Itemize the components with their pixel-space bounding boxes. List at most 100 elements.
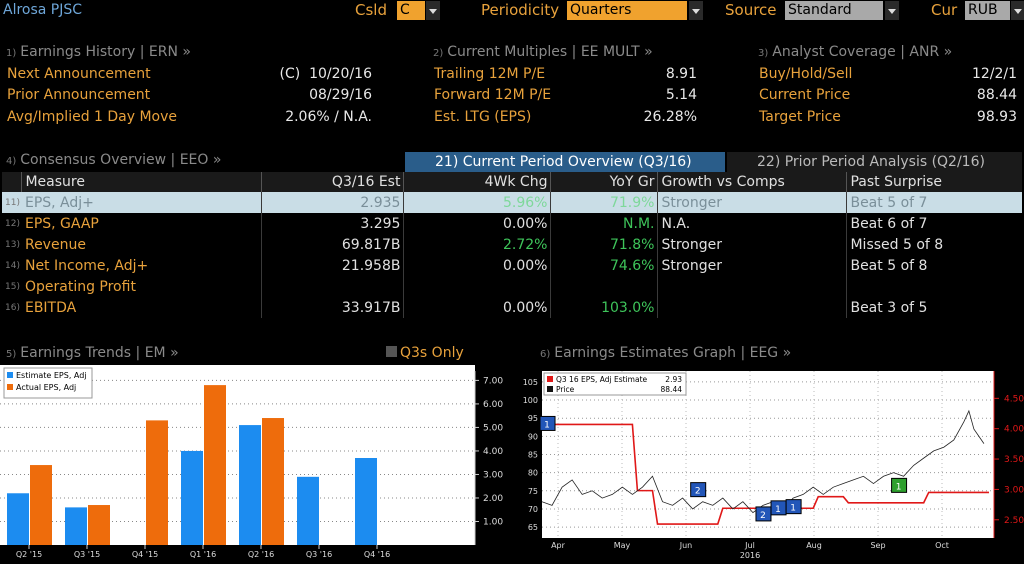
source-select[interactable]: Standard — [785, 1, 883, 20]
table-row[interactable]: 12) EPS, GAAP 3.295 0.00% N.M. N.A. Beat… — [2, 213, 1022, 234]
security-name: Alrosa PJSC — [3, 2, 83, 18]
event-marker-label: 1 — [775, 505, 781, 515]
row-number: 14) — [5, 260, 20, 271]
section-number: 2) — [433, 48, 444, 59]
bar-estimate — [181, 450, 203, 545]
kv-value: 12/2/1 — [971, 66, 1017, 82]
current-multiples-link[interactable]: 2) Current Multiples | EE MULT » — [433, 44, 653, 60]
kv-value: 2.06% / N.A. — [285, 109, 372, 125]
kv-label: Next Announcement — [7, 66, 151, 82]
event-marker — [690, 482, 707, 498]
y-left-tick-label: 75 — [528, 487, 538, 496]
chg-cell: 0.00% — [403, 255, 552, 276]
table-row[interactable]: 13) Revenue 69.817B 2.72% 71.8% Stronger… — [2, 234, 1022, 255]
kv-label: Est. LTG (EPS) — [434, 109, 532, 125]
measure-cell[interactable]: Revenue — [21, 234, 263, 255]
source-dropdown-icon[interactable] — [885, 1, 899, 20]
yoy-cell: 71.9% — [550, 192, 659, 213]
event-marker-label: 1 — [790, 504, 796, 514]
event-marker-label: 2 — [760, 511, 766, 521]
header-cell[interactable]: Measure — [21, 172, 263, 192]
csld-select[interactable]: C — [397, 1, 425, 20]
periodicity-dropdown-icon[interactable] — [689, 1, 703, 20]
surprise-cell: Beat 5 of 8 — [850, 257, 928, 274]
table-row[interactable]: 16) EBITDA 33.917B 0.00% 103.0% Beat 3 o… — [2, 297, 1022, 318]
analyst-coverage-link[interactable]: 3) Analyst Coverage | ANR » — [758, 44, 952, 60]
earnings-estimates-chart: 65 70 75 80 85 90 95 100 105 2.50 3.00 3.50 4.00 4.50… — [514, 365, 1024, 560]
kv-value: (C) 10/20/16 — [279, 66, 372, 82]
measure-cell[interactable]: EPS, Adj+ — [21, 192, 263, 213]
y-tick-label: 1.00 — [483, 517, 503, 527]
est-cell: 69.817B — [261, 234, 405, 255]
table-row[interactable]: 15) Operating Profit — [2, 276, 1022, 297]
y-tick-label: 4.00 — [483, 447, 503, 457]
row-number: 12) — [5, 218, 20, 229]
section-title: Earnings Trends | EM » — [20, 345, 179, 361]
x-tick-label: Q4 '15 — [132, 550, 158, 559]
row-number: 16) — [5, 302, 20, 313]
estimate-line — [542, 423, 989, 525]
header-cell[interactable]: YoY Gr — [550, 172, 659, 192]
y-tick-label: 3.00 — [483, 470, 503, 480]
x-tick-label: Aug — [806, 541, 822, 550]
earnings-graph-link[interactable]: 6) Earnings Estimates Graph | EEG » — [540, 345, 791, 361]
bar-estimate — [7, 493, 29, 545]
kv-label: Target Price — [759, 109, 841, 125]
earnings-trends-link[interactable]: 5) Earnings Trends | EM » — [6, 345, 179, 361]
section-title: Analyst Coverage | ANR » — [772, 44, 953, 60]
comps-cell: N.A. — [657, 213, 848, 234]
table-row[interactable]: 14) Net Income, Adj+ 21.958B 0.00% 74.6%… — [2, 255, 1022, 276]
y-right-tick-label: 4.00 — [1004, 425, 1024, 435]
comps-cell: Stronger — [657, 255, 848, 276]
yoy-cell: 103.0% — [550, 297, 659, 318]
measure-cell[interactable]: Operating Profit — [21, 276, 263, 297]
x-tick-label: Jul — [744, 541, 755, 550]
legend-label: Estimate EPS, Adj — [16, 371, 87, 380]
x-tick-label: Q4 '16 — [364, 550, 390, 559]
section-number: 1) — [6, 48, 17, 59]
checkbox-icon[interactable] — [386, 346, 397, 357]
y-left-tick-label: 85 — [528, 451, 538, 460]
earnings-history-link[interactable]: 1) Earnings History | ERN » — [6, 44, 191, 60]
csld-dropdown-icon[interactable] — [426, 1, 440, 20]
y-tick-label: 5.00 — [483, 423, 503, 433]
header-cell[interactable]: Q3/16 Est — [261, 172, 405, 192]
x-tick-label: Jun — [679, 541, 693, 550]
x-year-label: 2016 — [740, 551, 760, 560]
y-tick-label: 7.00 — [483, 376, 503, 386]
measure-cell[interactable]: EPS, GAAP — [21, 213, 263, 234]
cur-select[interactable]: RUB — [965, 1, 1010, 20]
surprise-cell: Beat 3 of 5 — [850, 299, 928, 316]
event-marker — [891, 477, 908, 493]
x-tick-label: Oct — [935, 541, 949, 550]
chg-cell: 0.00% — [403, 297, 552, 318]
x-tick-label: Q1 '16 — [190, 550, 216, 559]
comps-cell: Stronger — [657, 192, 848, 213]
chg-cell: 5.96% — [403, 192, 552, 213]
y-right-tick-label: 2.50 — [1004, 516, 1024, 526]
header-cell[interactable]: 4Wk Chg — [403, 172, 552, 192]
periodicity-label: Periodicity — [481, 1, 560, 19]
periodicity-select[interactable]: Quarters — [567, 1, 687, 20]
measure-cell[interactable]: EBITDA — [21, 297, 263, 318]
bar-actual — [262, 418, 284, 545]
cur-label: Cur — [931, 1, 958, 19]
kv-label: Buy/Hold/Sell — [759, 66, 853, 82]
y-left-tick-label: 80 — [528, 469, 538, 478]
bar-estimate — [297, 476, 319, 545]
x-tick-label: Apr — [551, 541, 566, 550]
x-tick-label: Sep — [870, 541, 885, 550]
kv-value: 8.91 — [665, 66, 697, 82]
section-title: Earnings Estimates Graph | EEG » — [554, 345, 792, 361]
legend-swatch — [547, 386, 553, 392]
q3s-only-toggle[interactable]: Q3s Only — [386, 345, 464, 361]
tab-current-period[interactable]: 21) Current Period Overview (Q3/16) — [405, 152, 725, 172]
table-row[interactable]: 11) EPS, Adj+ 2.935 5.96% 71.9% Stronger… — [2, 192, 1022, 213]
cur-dropdown-icon[interactable] — [1011, 1, 1024, 20]
consensus-overview-link[interactable]: 4) Consensus Overview | EEO » — [6, 152, 221, 168]
event-marker — [539, 415, 556, 431]
header-cell[interactable]: Past Surprise — [846, 172, 1022, 192]
measure-cell[interactable]: Net Income, Adj+ — [21, 255, 263, 276]
header-cell[interactable]: Growth vs Comps — [657, 172, 848, 192]
tab-prior-period[interactable]: 22) Prior Period Analysis (Q2/16) — [727, 152, 1022, 172]
